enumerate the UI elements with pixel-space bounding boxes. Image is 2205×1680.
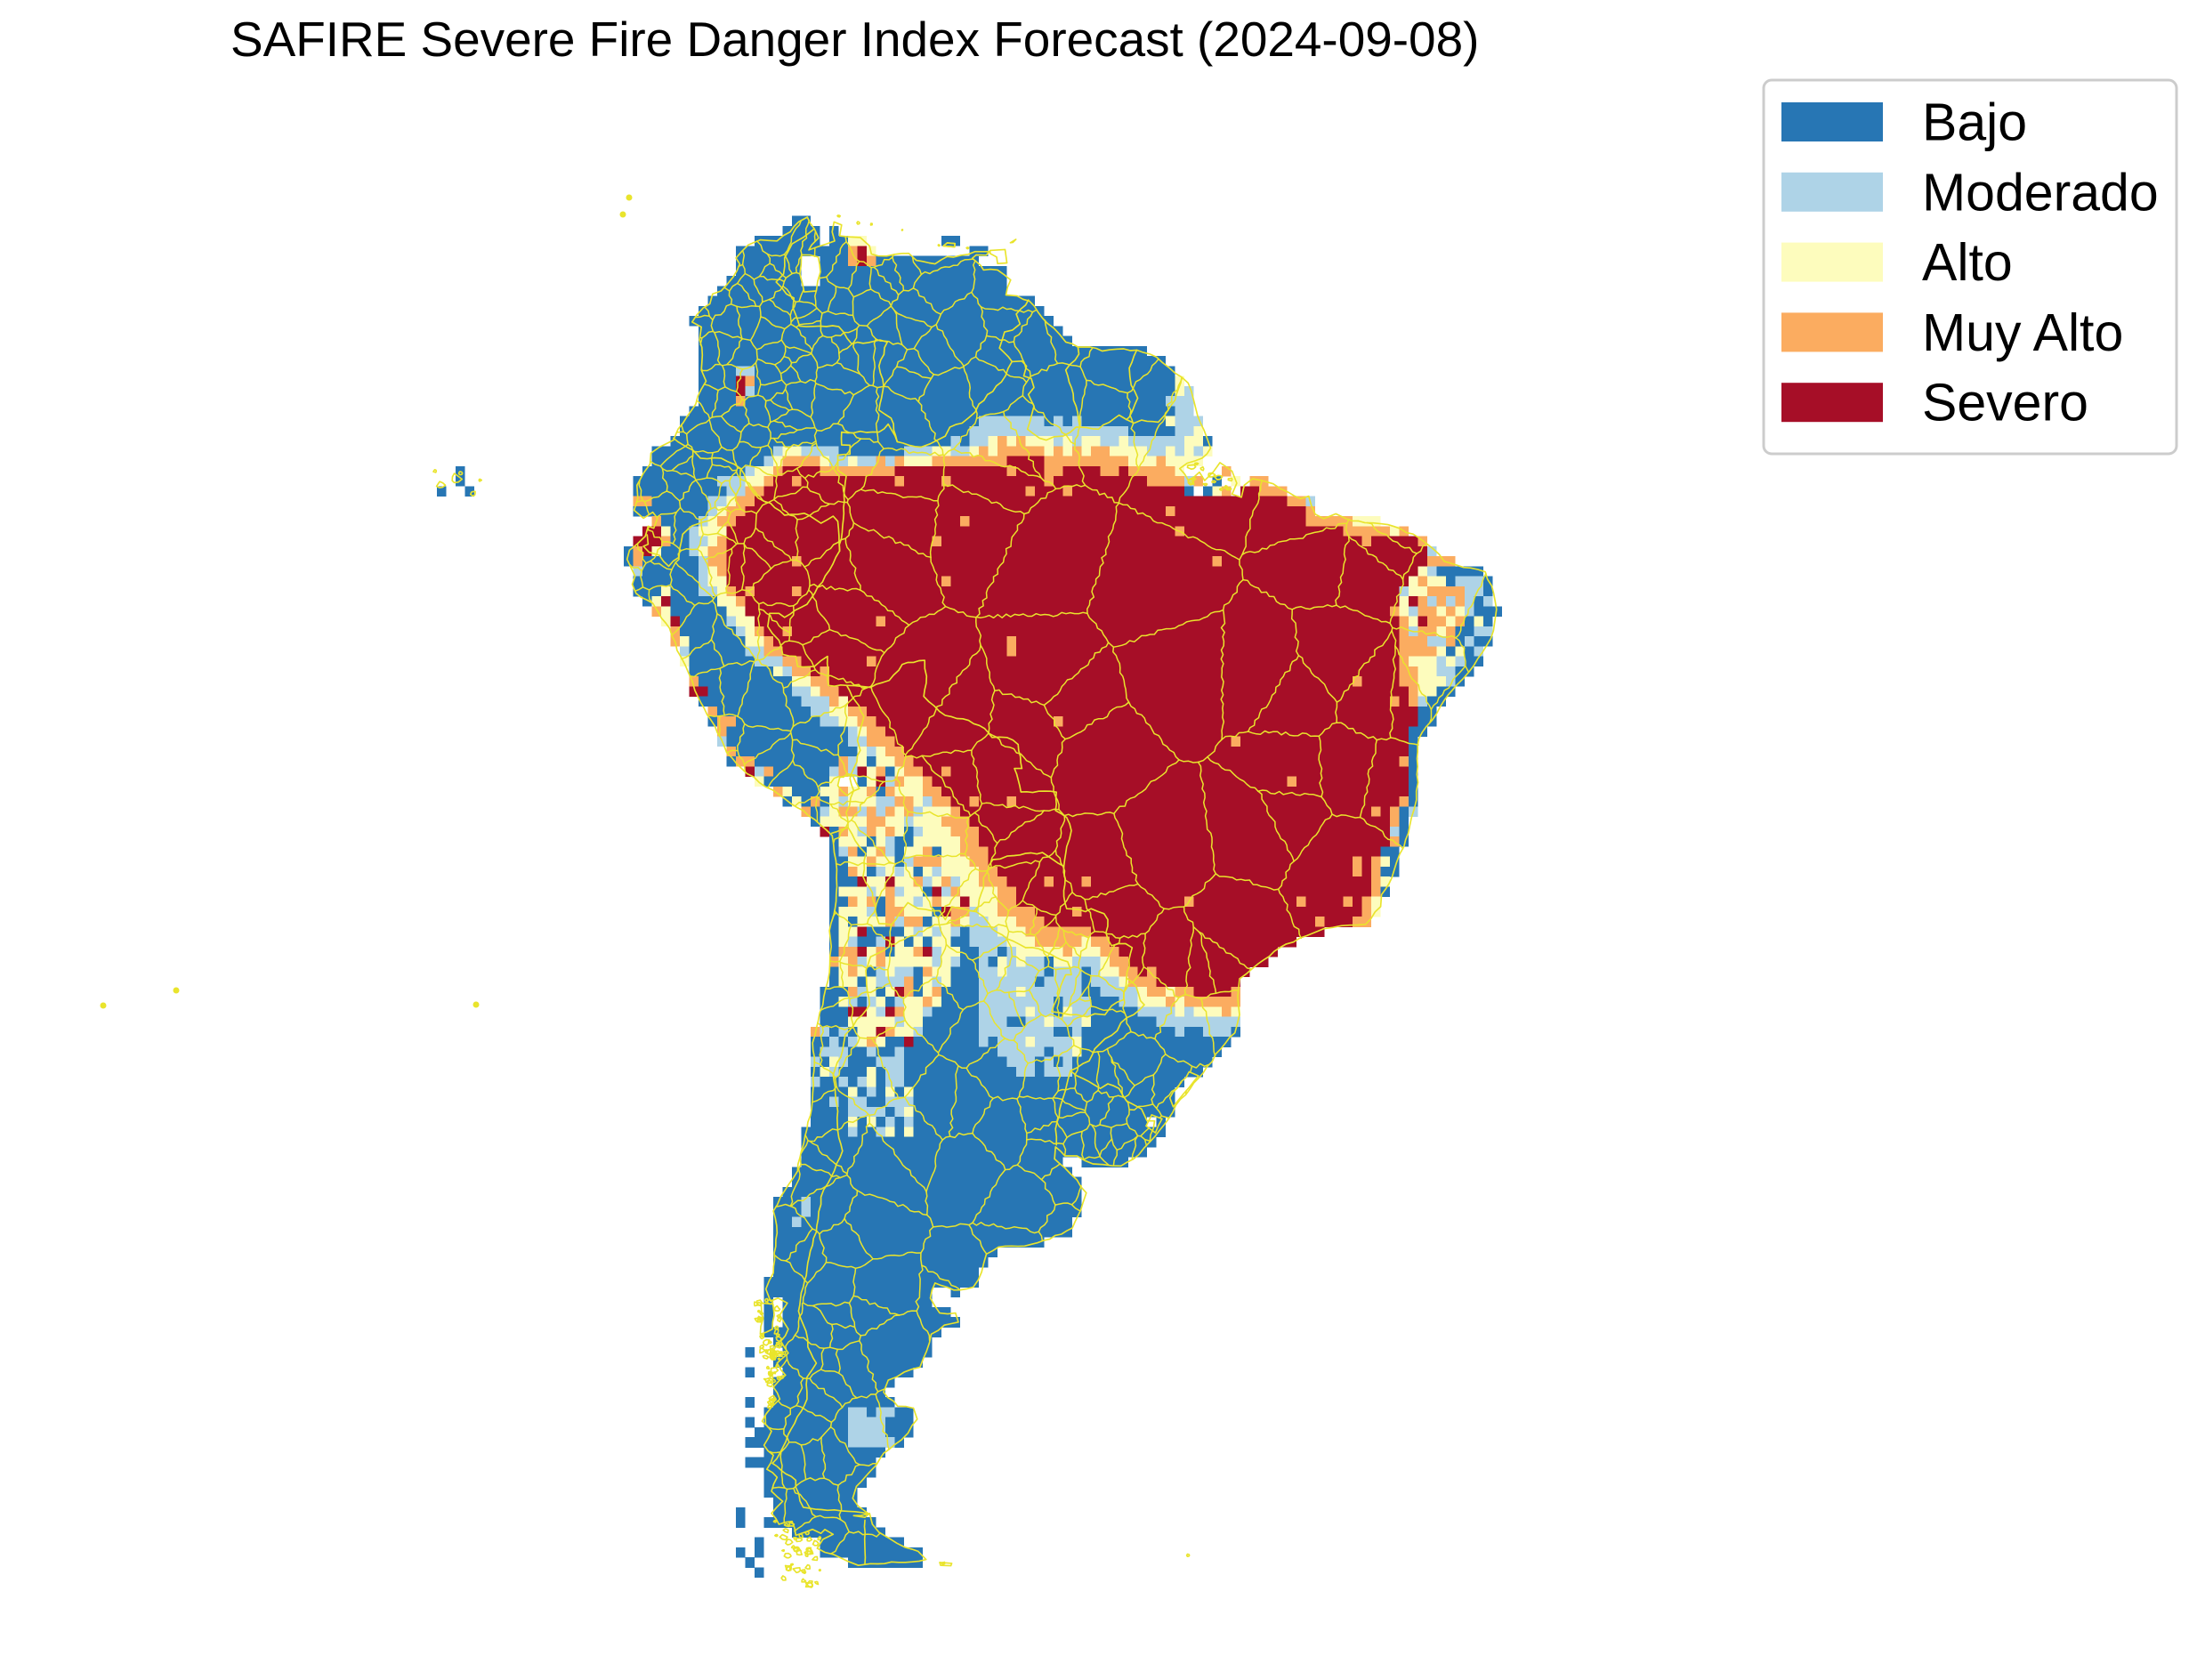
svg-text:Moderado: Moderado xyxy=(1922,163,2159,222)
svg-text:Muy Alto: Muy Alto xyxy=(1922,303,2123,362)
svg-text:Bajo: Bajo xyxy=(1922,93,2027,152)
svg-text:Severo: Severo xyxy=(1922,374,2088,432)
svg-text:SAFIRE Severe Fire Danger Inde: SAFIRE Severe Fire Danger Index Forecast… xyxy=(230,12,1479,67)
svg-text:Alto: Alto xyxy=(1922,233,2013,292)
